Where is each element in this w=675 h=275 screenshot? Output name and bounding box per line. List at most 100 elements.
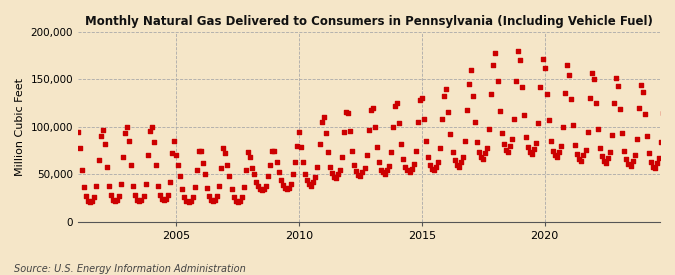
- Point: [390, 104, 401, 108]
- Point: [138, 194, 149, 198]
- Point: [595, 145, 605, 150]
- Point: [181, 199, 192, 203]
- Point: [650, 166, 661, 170]
- Point: [637, 90, 648, 94]
- Point: [371, 145, 382, 149]
- Point: [582, 129, 593, 134]
- Point: [277, 183, 288, 187]
- Title: Monthly Natural Gas Delivered to Consumers in Pennsylvania (Including Vehicle Fu: Monthly Natural Gas Delivered to Consume…: [85, 15, 653, 28]
- Point: [643, 151, 654, 156]
- Point: [385, 150, 396, 155]
- Point: [316, 120, 327, 124]
- Point: [151, 163, 161, 167]
- Point: [73, 129, 84, 134]
- Point: [623, 162, 634, 166]
- Point: [625, 164, 636, 168]
- Point: [279, 185, 290, 190]
- Point: [105, 193, 116, 197]
- Point: [320, 131, 331, 136]
- Point: [549, 153, 560, 158]
- Point: [273, 170, 284, 175]
- Point: [267, 148, 278, 153]
- Point: [492, 79, 503, 84]
- Point: [161, 197, 171, 201]
- Point: [383, 164, 394, 168]
- Point: [482, 145, 493, 150]
- Point: [155, 193, 165, 197]
- Point: [494, 109, 505, 113]
- Point: [119, 131, 130, 136]
- Point: [429, 168, 439, 173]
- Point: [476, 155, 487, 160]
- Point: [292, 144, 302, 148]
- Point: [206, 198, 217, 202]
- Point: [439, 94, 450, 99]
- Point: [173, 163, 184, 167]
- Point: [633, 106, 644, 110]
- Point: [627, 159, 638, 163]
- Point: [148, 140, 159, 144]
- Point: [531, 141, 542, 145]
- Point: [318, 115, 329, 120]
- Point: [468, 93, 479, 98]
- Point: [81, 194, 92, 198]
- Point: [498, 142, 509, 146]
- Point: [533, 121, 544, 125]
- Point: [132, 198, 143, 202]
- Point: [91, 183, 102, 188]
- Point: [545, 139, 556, 143]
- Point: [140, 182, 151, 186]
- Point: [193, 148, 204, 153]
- Point: [593, 126, 603, 131]
- Point: [447, 149, 458, 154]
- Point: [353, 173, 364, 177]
- Point: [578, 153, 589, 158]
- Point: [171, 153, 182, 158]
- Point: [402, 168, 413, 173]
- Point: [527, 152, 538, 156]
- Point: [373, 160, 384, 164]
- Point: [375, 167, 386, 172]
- Point: [576, 159, 587, 163]
- Point: [87, 199, 98, 203]
- Point: [472, 140, 483, 144]
- Point: [77, 167, 88, 172]
- Point: [654, 156, 665, 160]
- Point: [412, 120, 423, 124]
- Point: [535, 85, 546, 89]
- Point: [404, 170, 415, 175]
- Point: [619, 148, 630, 153]
- Point: [269, 148, 280, 153]
- Point: [441, 87, 452, 91]
- Point: [568, 123, 578, 127]
- Point: [423, 155, 433, 160]
- Point: [246, 166, 257, 170]
- Point: [611, 76, 622, 81]
- Point: [175, 174, 186, 178]
- Point: [198, 161, 209, 165]
- Point: [228, 195, 239, 199]
- Point: [406, 166, 417, 171]
- Point: [400, 164, 411, 169]
- Point: [621, 157, 632, 161]
- Point: [521, 135, 532, 139]
- Point: [599, 159, 610, 163]
- Point: [214, 183, 225, 188]
- Point: [226, 186, 237, 191]
- Point: [591, 101, 601, 105]
- Point: [271, 160, 282, 164]
- Point: [470, 120, 481, 124]
- Point: [496, 131, 507, 136]
- Point: [589, 77, 599, 82]
- Point: [327, 171, 338, 175]
- Point: [617, 130, 628, 135]
- Point: [144, 128, 155, 133]
- Point: [183, 200, 194, 204]
- Point: [296, 145, 306, 149]
- Point: [398, 157, 409, 161]
- Point: [490, 51, 501, 55]
- Point: [504, 144, 515, 148]
- Point: [220, 151, 231, 156]
- Point: [286, 182, 296, 186]
- Point: [547, 148, 558, 153]
